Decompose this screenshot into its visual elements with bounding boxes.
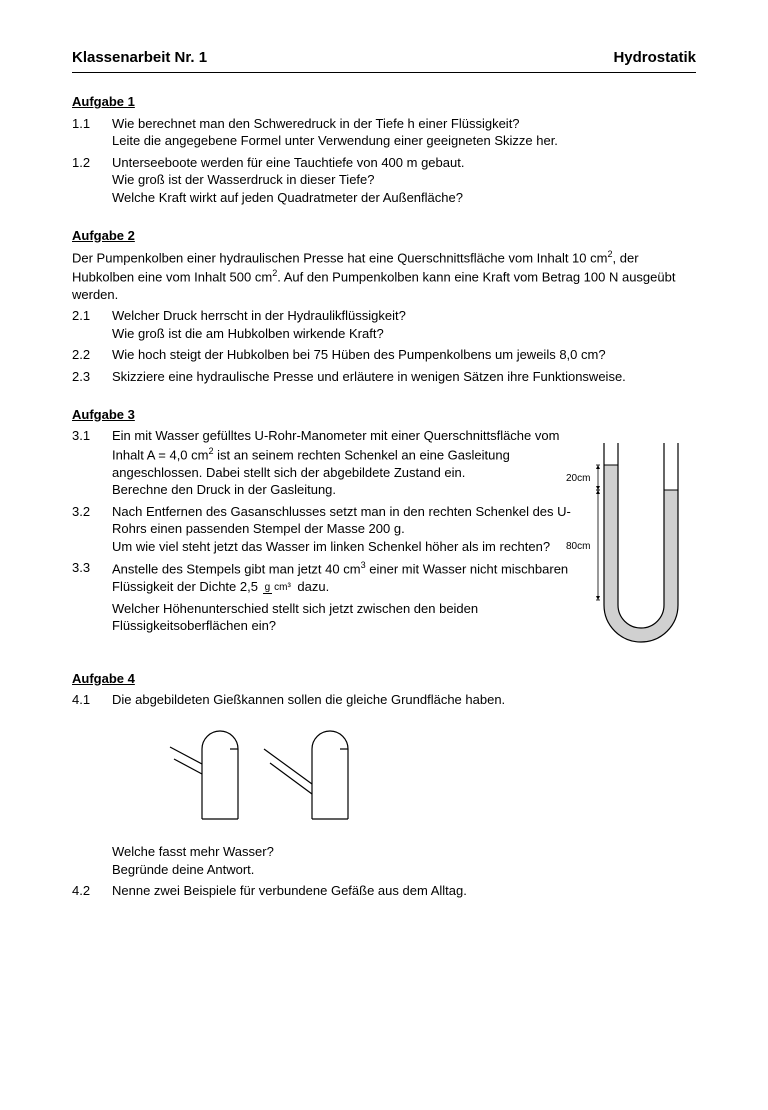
item-text: Nenne zwei Beispiele für verbundene Gefä…: [112, 882, 696, 900]
task4-item: 4.1 Die abgebildeten Gießkannen sollen d…: [72, 691, 696, 709]
u-tube-diagram: 20cm 80cm: [586, 435, 696, 650]
page-header: Klassenarbeit Nr. 1 Hydrostatik: [72, 48, 696, 68]
item-number: 4.2: [72, 882, 112, 900]
item-number: 3.2: [72, 503, 112, 556]
item-text: Wie berechnet man den Schweredruck in de…: [112, 115, 696, 150]
task2-item: 2.1 Welcher Druck herrscht in der Hydrau…: [72, 307, 696, 342]
item-text: Skizziere eine hydraulische Presse und e…: [112, 368, 696, 386]
task3-text: 3.1 Ein mit Wasser gefülltes U-Rohr-Mano…: [72, 427, 574, 639]
item-text: Ein mit Wasser gefülltes U-Rohr-Manomete…: [112, 427, 574, 499]
task2-item: 2.2 Wie hoch steigt der Hubkolben bei 75…: [72, 346, 696, 364]
dim-label-20: 20cm: [566, 472, 590, 486]
item-text: Unterseeboote werden für eine Tauchtiefe…: [112, 154, 696, 207]
task2-item: 2.3 Skizziere eine hydraulische Presse u…: [72, 368, 696, 386]
header-right: Hydrostatik: [613, 48, 696, 68]
task1-item: 1.1 Wie berechnet man den Schweredruck i…: [72, 115, 696, 150]
item-number: 3.1: [72, 427, 112, 499]
task2-intro: Der Pumpenkolben einer hydraulischen Pre…: [72, 248, 696, 303]
task3-title: Aufgabe 3: [72, 406, 696, 424]
item-text: Welcher Druck herrscht in der Hydraulikf…: [112, 307, 696, 342]
item-number: 2.3: [72, 368, 112, 386]
task1-item: 1.2 Unterseeboote werden für eine Taucht…: [72, 154, 696, 207]
item-text: Die abgebildeten Gießkannen sollen die g…: [112, 691, 696, 709]
task4-item: 4.2 Nenne zwei Beispiele für verbundene …: [72, 882, 696, 900]
item-number: 3.3: [72, 559, 112, 635]
u-tube-svg: [586, 435, 696, 645]
task4-title: Aufgabe 4: [72, 670, 696, 688]
watering-cans-diagram: [152, 719, 696, 834]
task4-item: Welche fasst mehr Wasser? Begründe deine…: [72, 843, 696, 878]
task2-title: Aufgabe 2: [72, 227, 696, 245]
item-number: 4.1: [72, 691, 112, 709]
item-text: Welche fasst mehr Wasser? Begründe deine…: [112, 843, 696, 878]
dim-label-80: 80cm: [566, 540, 590, 554]
cans-svg: [152, 719, 412, 829]
item-number: 2.1: [72, 307, 112, 342]
task3-item: 3.3 Anstelle des Stempels gibt man jetzt…: [72, 559, 574, 635]
item-text: Anstelle des Stempels gibt man jetzt 40 …: [112, 559, 574, 635]
task1-title: Aufgabe 1: [72, 93, 696, 111]
item-number: [72, 843, 112, 878]
task3-item: 3.1 Ein mit Wasser gefülltes U-Rohr-Mano…: [72, 427, 574, 499]
task3-body: 3.1 Ein mit Wasser gefülltes U-Rohr-Mano…: [72, 427, 696, 650]
header-left: Klassenarbeit Nr. 1: [72, 48, 207, 68]
header-rule: [72, 72, 696, 73]
item-text: Wie hoch steigt der Hubkolben bei 75 Hüb…: [112, 346, 696, 364]
item-number: 2.2: [72, 346, 112, 364]
item-text: Nach Entfernen des Gasanschlusses setzt …: [112, 503, 574, 556]
task3-item: 3.2 Nach Entfernen des Gasanschlusses se…: [72, 503, 574, 556]
item-number: 1.1: [72, 115, 112, 150]
item-number: 1.2: [72, 154, 112, 207]
